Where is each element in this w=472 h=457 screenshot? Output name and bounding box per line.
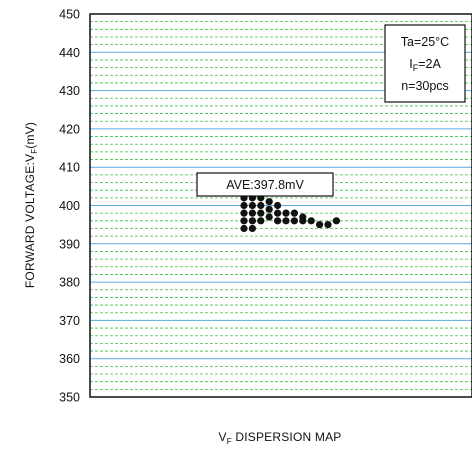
data-point <box>257 217 265 225</box>
data-point <box>257 209 265 217</box>
y-tick-labels: 350 360 370 380 390 400 410 420 430 440 450 <box>59 8 80 405</box>
y-axis-label-sub: F <box>30 149 39 154</box>
data-point <box>332 217 340 225</box>
y-tick-label: 360 <box>59 352 80 366</box>
conditions-frame <box>384 24 466 103</box>
y-axis-label: FORWARD VOLTAGE:VF(mV) <box>23 122 39 288</box>
data-point <box>290 217 298 225</box>
conditions-box: Ta=25°C IF=2A n=30pcs <box>384 24 466 103</box>
x-axis-label-rest: DISPERSION MAP <box>232 430 342 444</box>
y-tick-label: 390 <box>59 237 80 251</box>
data-point <box>265 198 273 206</box>
data-point <box>282 209 290 217</box>
data-point <box>265 213 273 221</box>
data-point <box>324 221 332 229</box>
data-point <box>240 201 248 210</box>
data-points <box>240 194 340 233</box>
y-tick-label: 350 <box>59 391 80 405</box>
data-point <box>248 201 256 210</box>
data-point <box>274 217 282 225</box>
y-tick-label: 370 <box>59 314 80 328</box>
data-point <box>240 224 248 233</box>
y-tick-label: 400 <box>59 199 80 213</box>
data-point <box>274 209 282 217</box>
condition-current-sub: F <box>413 63 419 73</box>
y-tick-label: 450 <box>59 8 80 22</box>
data-point <box>240 217 248 225</box>
data-point <box>307 217 315 225</box>
condition-count: n=30pcs <box>401 79 449 93</box>
data-point <box>265 205 273 213</box>
data-point <box>257 201 265 210</box>
data-point <box>248 217 256 225</box>
data-point <box>274 201 282 210</box>
data-point <box>299 217 307 225</box>
data-point <box>316 221 324 229</box>
condition-current: IF=2A <box>409 57 441 73</box>
x-axis-label: VF DISPERSION MAP <box>219 430 342 446</box>
y-tick-label: 410 <box>59 161 80 175</box>
condition-current-main: I <box>409 57 412 71</box>
x-axis-label-sub: F <box>227 437 232 446</box>
data-point <box>248 209 256 217</box>
data-point <box>240 209 248 217</box>
y-tick-label: 420 <box>59 122 80 136</box>
data-point <box>248 224 256 233</box>
average-label: AVE:397.8mV <box>226 178 304 192</box>
data-point <box>282 217 290 225</box>
y-tick-label: 440 <box>59 46 80 60</box>
y-axis-label-main: FORWARD VOLTAGE:V <box>23 154 37 288</box>
y-tick-label: 430 <box>59 84 80 98</box>
data-point <box>290 209 298 217</box>
average-annotation: AVE:397.8mV <box>196 172 334 197</box>
condition-temperature: Ta=25°C <box>401 35 449 49</box>
x-axis-label-main: V <box>219 430 227 444</box>
plot-frame <box>89 13 472 398</box>
y-axis-label-rest: (mV) <box>23 122 37 149</box>
y-tick-label: 380 <box>59 276 80 290</box>
condition-current-rest: =2A <box>418 57 441 71</box>
average-box <box>196 172 334 197</box>
